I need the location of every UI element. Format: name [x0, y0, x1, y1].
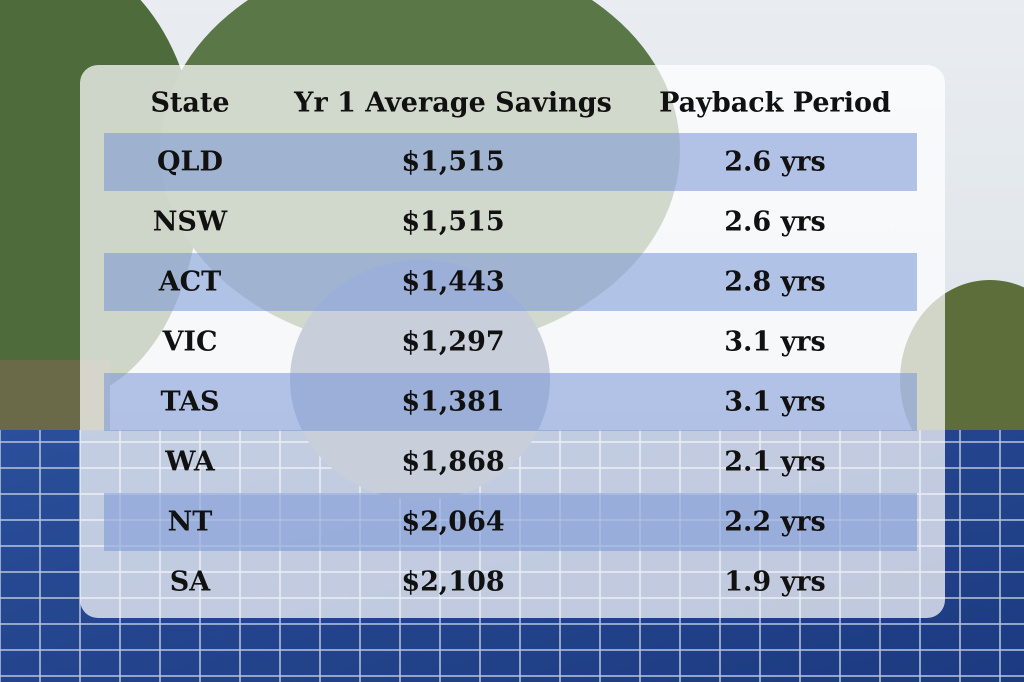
state-cell: NT: [167, 506, 213, 538]
row-stripe: [104, 133, 917, 191]
column-header: State: [150, 87, 230, 119]
state-cell: VIC: [162, 326, 218, 358]
payback-cell: 2.1 yrs: [724, 446, 826, 478]
state-cell: SA: [169, 566, 211, 598]
payback-cell: 2.6 yrs: [724, 146, 826, 178]
payback-cell: 3.1 yrs: [724, 326, 826, 358]
column-header: Yr 1 Average Savings: [294, 87, 612, 119]
state-cell: QLD: [157, 146, 223, 178]
state-cell: ACT: [158, 266, 222, 298]
state-cell: TAS: [160, 386, 220, 418]
savings-cell: $1,297: [401, 326, 505, 358]
savings-cell: $2,108: [401, 566, 505, 598]
state-cell: WA: [165, 446, 215, 478]
row-stripe: [104, 253, 917, 311]
row-stripe: [104, 493, 917, 551]
payback-cell: 2.6 yrs: [724, 206, 826, 238]
savings-cell: $1,515: [401, 206, 505, 238]
table-panel: State Yr 1 Average Savings Payback Period Q…: [80, 65, 945, 618]
savings-cell: $1,868: [401, 446, 505, 478]
payback-cell: 2.2 yrs: [724, 506, 826, 538]
savings-cell: $1,443: [401, 266, 505, 298]
payback-cell: 3.1 yrs: [724, 386, 826, 418]
savings-cell: $2,064: [401, 506, 505, 538]
savings-cell: $1,381: [401, 386, 505, 418]
savings-cell: $1,515: [401, 146, 505, 178]
payback-cell: 1.9 yrs: [724, 566, 826, 598]
payback-cell: 2.8 yrs: [724, 266, 826, 298]
row-stripe: [104, 373, 917, 431]
column-header: Payback Period: [659, 87, 891, 119]
state-cell: NSW: [152, 206, 228, 238]
